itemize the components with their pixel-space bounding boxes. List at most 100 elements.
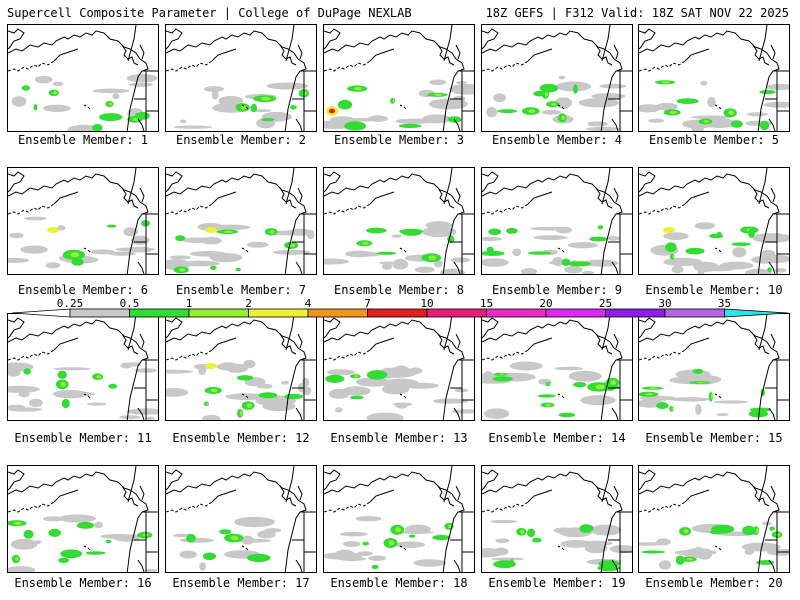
- coastline-borders: [8, 168, 158, 274]
- colorbar-segment: [12, 308, 71, 318]
- scp-field-map: [482, 25, 632, 131]
- ensemble-member-label: Ensemble Member: 10: [645, 283, 783, 297]
- colorbar-segment: [664, 308, 725, 318]
- coastline-borders: [482, 314, 632, 420]
- scp-field-map: [324, 25, 474, 131]
- scp-field-map: [482, 314, 632, 420]
- colorbar-tick-label: 25: [599, 298, 612, 310]
- scp-contours: [173, 516, 282, 571]
- ensemble-member-map-16: [7, 465, 159, 573]
- scp-field-map: [639, 314, 789, 420]
- ensemble-member-label: Ensemble Member: 9: [491, 283, 623, 297]
- ensemble-member-label: Ensemble Member: 2: [175, 133, 307, 147]
- colorbar-segment: [69, 308, 130, 318]
- scp-field-map: [639, 466, 789, 572]
- colorbar-tick-label: 20: [539, 298, 552, 310]
- colorbar-segment: [545, 308, 606, 318]
- ensemble-member-label: Ensemble Member: 20: [645, 576, 783, 590]
- coastline-borders: [324, 314, 474, 420]
- ensemble-member-label: Ensemble Member: 3: [333, 133, 465, 147]
- coastline-borders: [639, 314, 789, 420]
- ensemble-member-map-3: [323, 24, 475, 132]
- scp-contours: [650, 222, 789, 274]
- colorbar-segment: [367, 308, 428, 318]
- ensemble-member-map-1: [7, 24, 159, 132]
- scp-contours: [486, 75, 627, 131]
- coastline-borders: [482, 25, 632, 131]
- ensemble-member-label: Ensemble Member: 13: [330, 431, 468, 445]
- model-valid-time: 18Z GEFS | F312 Valid: 18Z SAT NOV 22 20…: [485, 6, 789, 20]
- scp-field-map: [639, 168, 789, 274]
- ensemble-member-label: Ensemble Member: 16: [14, 576, 152, 590]
- scp-field-map: [482, 466, 632, 572]
- scp-field-map: [8, 168, 158, 274]
- ensemble-member-label: Ensemble Member: 17: [172, 576, 310, 590]
- scp-contours: [166, 222, 315, 274]
- ensemble-member-map-13: [323, 313, 475, 421]
- scp-field-map: [166, 168, 316, 274]
- scp-contours: [325, 365, 474, 420]
- ensemble-member-label: Ensemble Member: 11: [14, 431, 152, 445]
- coastline-borders: [482, 168, 632, 274]
- ensemble-member-map-5: [638, 24, 790, 132]
- ensemble-member-map-18: [323, 465, 475, 573]
- scp-contours: [482, 225, 620, 274]
- coastline-borders: [166, 314, 316, 420]
- ensemble-member-label: Ensemble Member: 4: [491, 133, 623, 147]
- ensemble-member-map-10: [638, 167, 790, 275]
- colorbar-tick-label: 0.5: [120, 298, 140, 310]
- ensemble-member-label: Ensemble Member: 19: [488, 576, 626, 590]
- ensemble-member-label: Ensemble Member: 1: [17, 133, 149, 147]
- colorbar-segment: [248, 308, 309, 318]
- scp-field-map: [166, 466, 316, 572]
- coastline-borders: [166, 25, 316, 131]
- scp-contours: [482, 519, 632, 572]
- scp-contours: [639, 521, 789, 570]
- coastline-borders: [8, 314, 158, 420]
- coastline-borders: [8, 25, 158, 131]
- colorbar-tick-label: 0.25: [57, 298, 84, 310]
- colorbar-tick-label: 1: [186, 298, 193, 310]
- ensemble-member-label: Ensemble Member: 15: [645, 431, 783, 445]
- scp-field-map: [8, 314, 158, 420]
- ensemble-member-label: Ensemble Member: 5: [648, 133, 780, 147]
- coastline-borders: [166, 466, 316, 572]
- ensemble-member-map-15: [638, 313, 790, 421]
- scp-contours: [11, 74, 158, 131]
- scp-contours: [324, 79, 474, 131]
- ensemble-member-map-12: [165, 313, 317, 421]
- coastline-borders: [639, 168, 789, 274]
- colorbar-segment: [486, 308, 547, 318]
- scp-field-map: [482, 168, 632, 274]
- scp-field-map: [8, 466, 158, 572]
- color-scale-legend: 0.25 0.5 1 2 4 7 10 15 20 25 30 35: [12, 298, 788, 318]
- ensemble-member-map-2: [165, 24, 317, 132]
- colorbar-segment: [129, 308, 190, 318]
- ensemble-member-label: Ensemble Member: 6: [17, 283, 149, 297]
- ensemble-member-map-20: [638, 465, 790, 573]
- colorbar-segment: [188, 308, 249, 318]
- scp-field-map: [639, 25, 789, 131]
- ensemble-member-label: Ensemble Member: 18: [330, 576, 468, 590]
- scp-contours: [8, 514, 158, 572]
- scp-contours: [173, 82, 310, 129]
- scp-field-map: [8, 25, 158, 131]
- colorbar-tick-label: 30: [658, 298, 671, 310]
- ensemble-member-map-8: [323, 167, 475, 275]
- scp-contours: [639, 368, 772, 418]
- scp-contours: [8, 216, 156, 269]
- scp-field-map: [324, 168, 474, 274]
- colorbar-tick-label: 10: [420, 298, 433, 310]
- ensemble-member-map-11: [7, 313, 159, 421]
- ensemble-member-map-9: [481, 167, 633, 275]
- colorbar-tick-label: 35: [718, 298, 731, 310]
- colorbar-segment: [307, 308, 368, 318]
- colorbar-segment: [426, 308, 487, 318]
- colorbar-segment: [724, 308, 788, 318]
- scp-field-map: [324, 314, 474, 420]
- coastline-borders: [324, 168, 474, 274]
- coastline-borders: [324, 25, 474, 131]
- ensemble-member-map-6: [7, 167, 159, 275]
- ensemble-member-map-7: [165, 167, 317, 275]
- ensemble-member-label: Ensemble Member: 7: [175, 283, 307, 297]
